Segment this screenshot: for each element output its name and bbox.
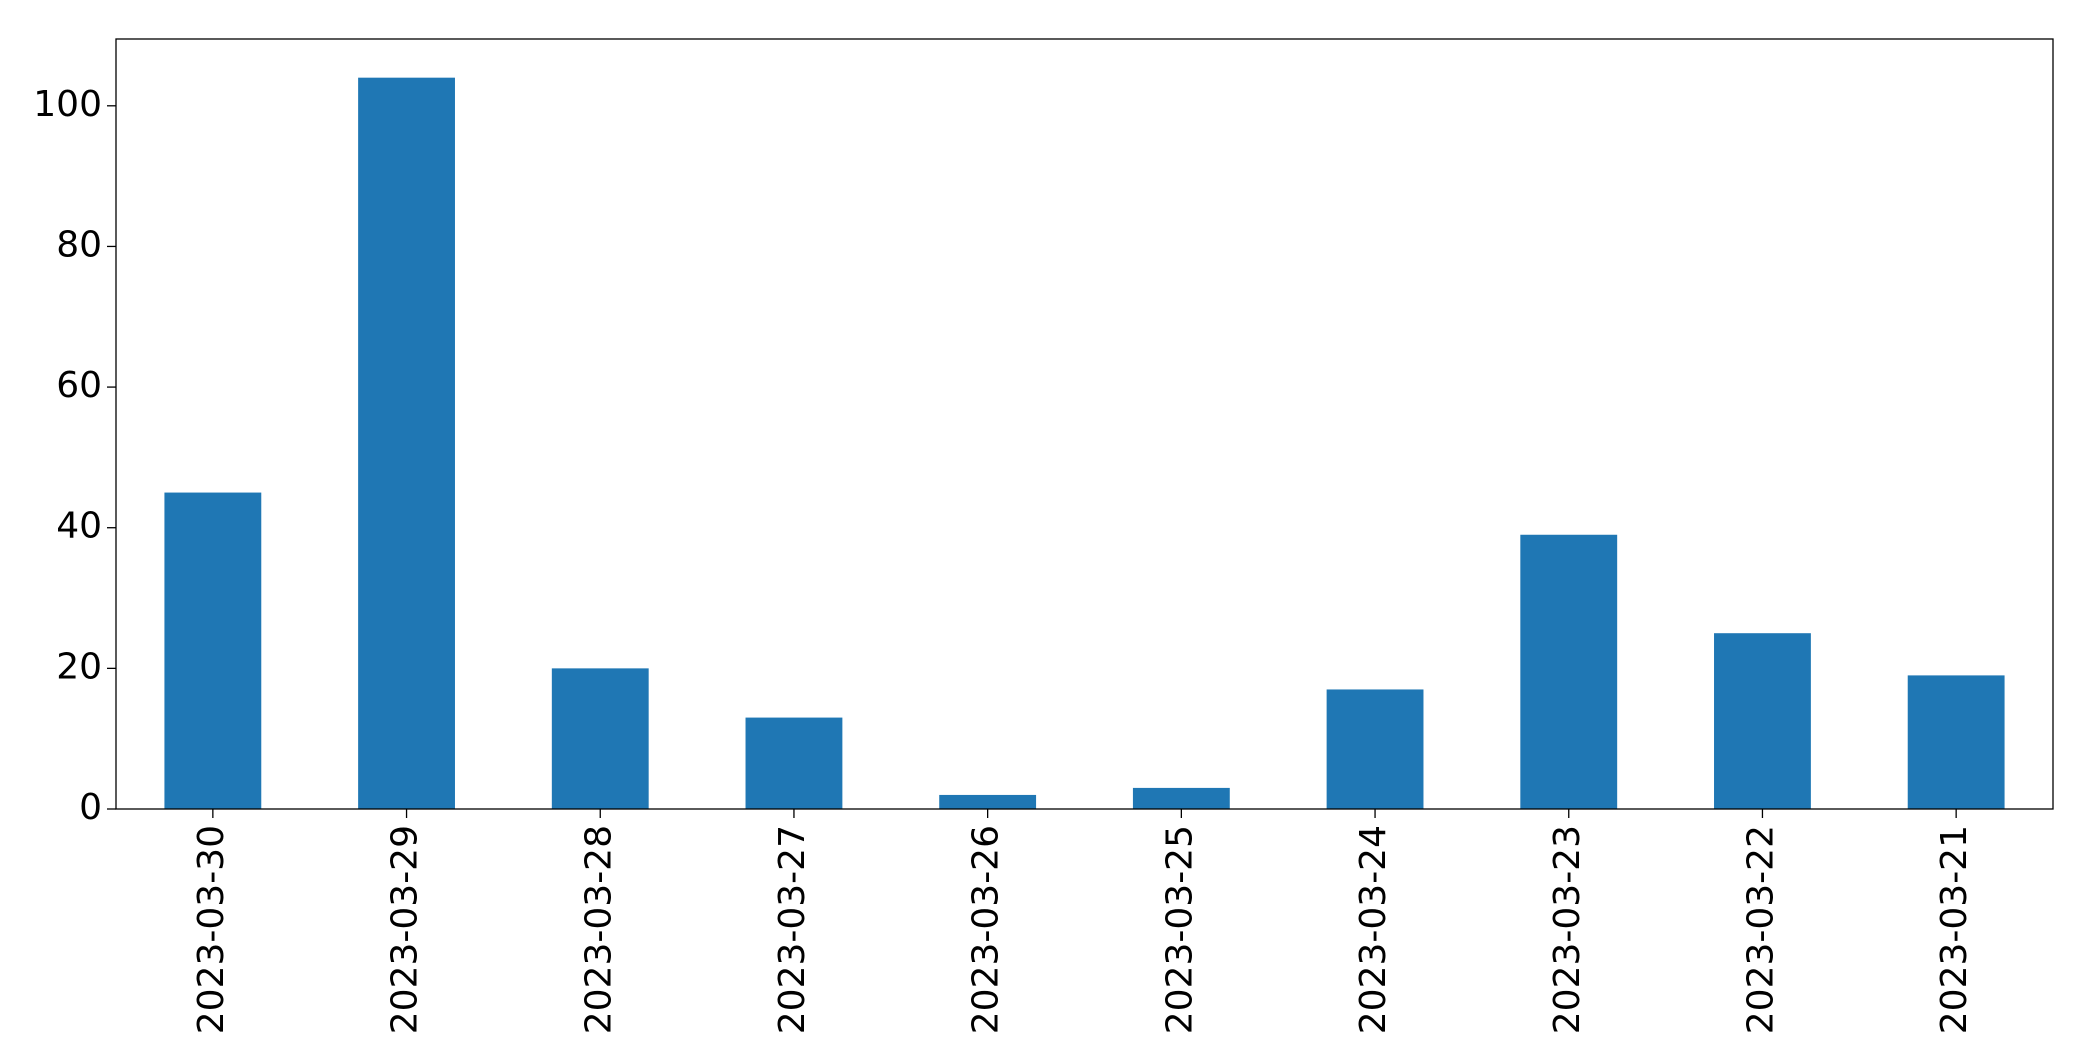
- plot-frame: [115, 38, 2054, 810]
- bar: [745, 717, 843, 809]
- x-tick-label: 2023-03-28: [578, 825, 619, 1034]
- y-tick-label: 100: [33, 84, 102, 125]
- x-tick-label: 2023-03-29: [385, 825, 426, 1034]
- bar: [939, 794, 1037, 809]
- y-tick-label: 80: [56, 224, 102, 265]
- bar: [1907, 675, 2005, 809]
- bar: [358, 77, 455, 810]
- x-tick-label: 2023-03-30: [191, 825, 232, 1034]
- bar: [164, 492, 262, 809]
- x-tick-label: 2023-03-23: [1547, 825, 1588, 1034]
- y-tick-label: 0: [79, 787, 102, 828]
- x-tick-label: 2023-03-27: [772, 825, 813, 1034]
- x-tick-label: 2023-03-26: [966, 825, 1007, 1034]
- x-tick-label: 2023-03-24: [1353, 825, 1394, 1034]
- bar: [1132, 787, 1230, 809]
- bar: [1520, 534, 1618, 809]
- bar: [1714, 633, 1811, 809]
- x-tick-label: 2023-03-21: [1934, 825, 1975, 1034]
- y-tick-label: 60: [56, 365, 102, 406]
- bar: [1326, 689, 1424, 809]
- x-tick-label: 2023-03-22: [1740, 825, 1781, 1034]
- x-tick-label: 2023-03-25: [1159, 825, 1200, 1034]
- y-tick-label: 20: [56, 646, 102, 687]
- y-tick-label: 40: [56, 506, 102, 547]
- bar: [551, 668, 649, 809]
